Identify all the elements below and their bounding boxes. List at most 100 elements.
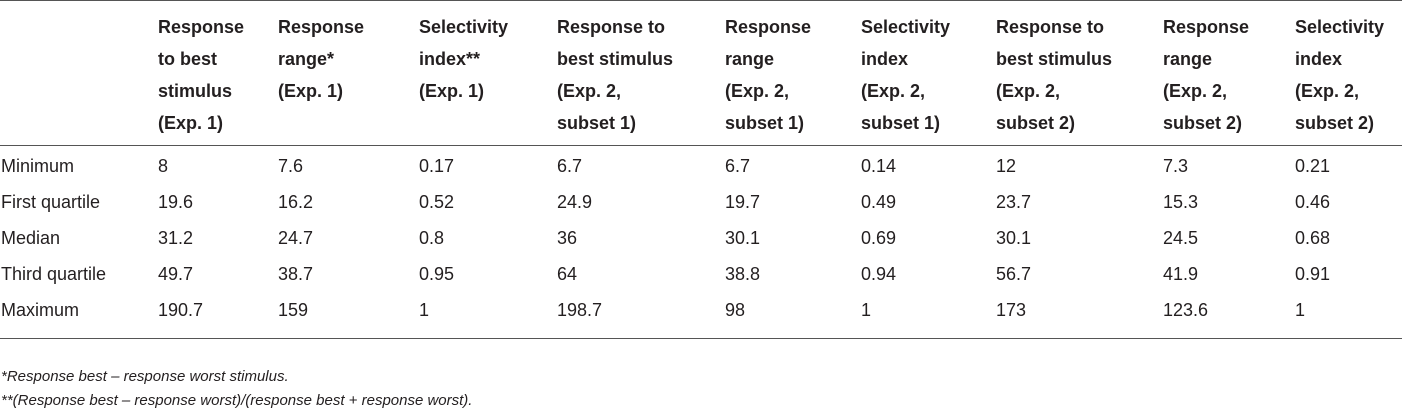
header-row: Response to best stimulus (Exp. 1) Respo… xyxy=(0,0,1402,146)
header-line: Response xyxy=(1163,17,1250,37)
footnote-response-range: *Response best – response worst stimulus… xyxy=(1,368,289,385)
table-cell: 0.21 xyxy=(1295,156,1331,176)
table-cell: 8 xyxy=(158,156,169,176)
header-line: range xyxy=(725,49,775,69)
header-cell: Selectivity index** (Exp. 1) xyxy=(419,1,557,146)
header-line: Selectivity xyxy=(419,17,509,37)
table-cell: 0.94 xyxy=(861,264,897,284)
header-line: to best xyxy=(158,49,218,69)
table-cell: 38.8 xyxy=(725,264,761,284)
header-line: subset 2) xyxy=(1163,113,1243,133)
table-cell: 24.5 xyxy=(1163,228,1199,248)
header-line: range xyxy=(1163,49,1213,69)
header-line: (Exp. 2, xyxy=(725,81,790,101)
header-line: (Exp. 2, xyxy=(1295,81,1360,101)
header-line: index** xyxy=(419,49,481,69)
table-cell: 173 xyxy=(996,300,1027,320)
header-line: Response xyxy=(278,17,365,37)
header-line: subset 1) xyxy=(861,113,941,133)
header-line: stimulus xyxy=(158,81,233,101)
header-cell: Response range* (Exp. 1) xyxy=(278,1,419,146)
table-cell: 24.7 xyxy=(278,228,314,248)
table-cell: 30.1 xyxy=(996,228,1032,248)
row-label: Maximum xyxy=(1,300,80,320)
header-cell: Response range (Exp. 2, subset 1) xyxy=(725,1,861,146)
table-row-median: Median 31.2 24.7 0.8 36 30.1 0.69 30.1 2… xyxy=(0,220,1402,256)
table-row-first-quartile: First quartile 19.6 16.2 0.52 24.9 19.7 … xyxy=(0,184,1402,220)
table-cell: 23.7 xyxy=(996,192,1032,212)
row-label: Minimum xyxy=(1,156,75,176)
table-cell: 0.91 xyxy=(1295,264,1331,284)
table-cell: 159 xyxy=(278,300,309,320)
header-line: Response to xyxy=(996,17,1105,37)
table-cell: 1 xyxy=(419,300,430,320)
header-line: subset 1) xyxy=(557,113,637,133)
footnote-selectivity-index: **(Response best – response worst)/(resp… xyxy=(1,392,473,409)
table-cell: 49.7 xyxy=(158,264,194,284)
table-cell: 1 xyxy=(1295,300,1306,320)
table-cell: 41.9 xyxy=(1163,264,1199,284)
header-cell: Selectivity index (Exp. 2, subset 1) xyxy=(861,1,996,146)
table-cell: 56.7 xyxy=(996,264,1032,284)
table-cell: 30.1 xyxy=(725,228,761,248)
table-cell: 36 xyxy=(557,228,578,248)
header-line: Response to xyxy=(557,17,666,37)
table-row-third-quartile: Third quartile 49.7 38.7 0.95 64 38.8 0.… xyxy=(0,256,1402,292)
table-cell: 0.8 xyxy=(419,228,445,248)
table-cell: 31.2 xyxy=(158,228,194,248)
header-cell: Selectivity index (Exp. 2, subset 2) xyxy=(1295,1,1402,146)
header-line: (Exp. 2, xyxy=(996,81,1061,101)
table-cell: 0.52 xyxy=(419,192,455,212)
table-cell: 19.6 xyxy=(158,192,194,212)
table-cell: 98 xyxy=(725,300,746,320)
header-line: Response xyxy=(725,17,812,37)
header-line: (Exp. 1) xyxy=(419,81,485,101)
header-line: best stimulus xyxy=(557,49,674,69)
table-cell: 19.7 xyxy=(725,192,761,212)
header-cell: Response to best stimulus (Exp. 1) xyxy=(158,1,278,146)
table-cell: 0.14 xyxy=(861,156,897,176)
table-cell: 6.7 xyxy=(725,156,751,176)
statistics-table-container: Response to best stimulus (Exp. 1) Respo… xyxy=(0,0,1402,339)
header-line: subset 2) xyxy=(1295,113,1375,133)
header-cell: Response to best stimulus (Exp. 2, subse… xyxy=(996,1,1163,146)
table-cell: 7.6 xyxy=(278,156,304,176)
table-cell: 12 xyxy=(996,156,1017,176)
table-row-maximum: Maximum 190.7 159 1 198.7 98 1 173 123.6… xyxy=(0,292,1402,339)
table-cell: 38.7 xyxy=(278,264,314,284)
header-line: (Exp. 2, xyxy=(1163,81,1228,101)
table-cell: 6.7 xyxy=(557,156,583,176)
header-cell-empty xyxy=(0,1,158,146)
header-cell: Response to best stimulus (Exp. 2, subse… xyxy=(557,1,725,146)
header-line: (Exp. 2, xyxy=(861,81,926,101)
table-row-minimum: Minimum 8 7.6 0.17 6.7 6.7 0.14 12 7.3 0… xyxy=(0,146,1402,185)
table-footnotes: *Response best – response worst stimulus… xyxy=(1,365,472,413)
table-cell: 0.69 xyxy=(861,228,897,248)
header-line: index xyxy=(861,49,909,69)
table-cell: 16.2 xyxy=(278,192,314,212)
table-cell: 1 xyxy=(861,300,872,320)
header-line: index xyxy=(1295,49,1343,69)
table-cell: 0.46 xyxy=(1295,192,1331,212)
table-cell: 198.7 xyxy=(557,300,603,320)
table-cell: 7.3 xyxy=(1163,156,1189,176)
table-cell: 64 xyxy=(557,264,578,284)
header-line: Response xyxy=(158,17,245,37)
table-cell: 0.17 xyxy=(419,156,455,176)
header-line: subset 2) xyxy=(996,113,1076,133)
table-cell: 0.95 xyxy=(419,264,455,284)
table-cell: 123.6 xyxy=(1163,300,1209,320)
header-line: best stimulus xyxy=(996,49,1113,69)
header-line: (Exp. 2, xyxy=(557,81,622,101)
table-cell: 24.9 xyxy=(557,192,593,212)
header-line: range* xyxy=(278,49,335,69)
header-line: (Exp. 1) xyxy=(158,113,224,133)
table-cell: 0.68 xyxy=(1295,228,1331,248)
table-cell: 0.49 xyxy=(861,192,897,212)
header-line: (Exp. 1) xyxy=(278,81,344,101)
header-line: subset 1) xyxy=(725,113,805,133)
row-label: Median xyxy=(1,228,61,248)
header-cell: Response range (Exp. 2, subset 2) xyxy=(1163,1,1295,146)
table-cell: 15.3 xyxy=(1163,192,1199,212)
table-cell: 190.7 xyxy=(158,300,204,320)
